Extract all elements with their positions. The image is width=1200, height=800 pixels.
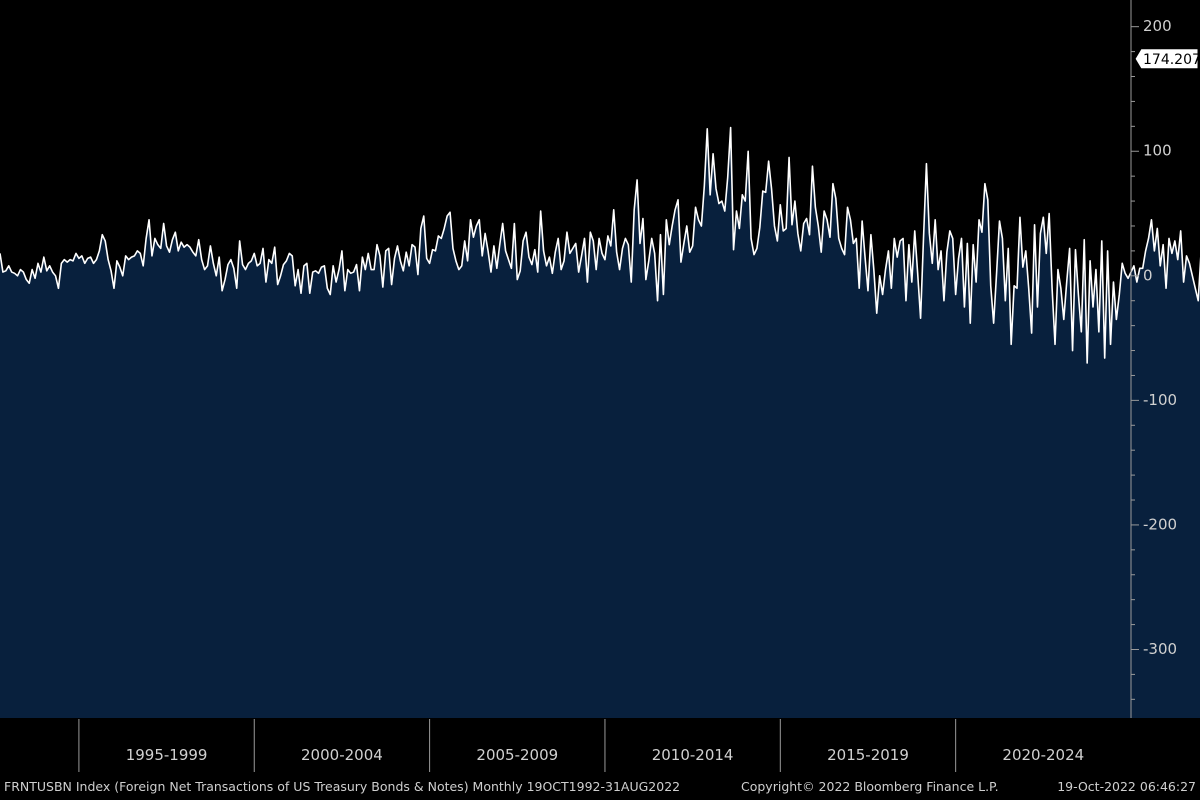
footer: FRNTUSBN Index (Foreign Net Transactions… bbox=[4, 779, 1196, 794]
x-axis-periods: 1995-1999 2000-2004 2005-2009 2010-2014 2015… bbox=[78, 719, 1084, 772]
series-line-layer bbox=[0, 126, 1200, 364]
y-tick-label: 100 bbox=[1143, 142, 1172, 160]
series-line bbox=[0, 126, 1200, 364]
x-tick-label: 1995-1999 bbox=[126, 746, 208, 764]
y-tick-label: 200 bbox=[1143, 17, 1172, 35]
x-tick-label: 2020-2024 bbox=[1002, 746, 1084, 764]
footer-copyright: Copyright© 2022 Bloomberg Finance L.P. bbox=[741, 779, 999, 794]
last-value-badge: 174.207 bbox=[1134, 48, 1200, 70]
y-tick-label: -200 bbox=[1143, 515, 1177, 533]
y-axis: 200 100 0 -100 -200 -300 bbox=[1130, 0, 1177, 718]
x-tick-label: 2010-2014 bbox=[652, 746, 734, 764]
y-tick-label: 0 bbox=[1143, 266, 1153, 284]
x-tick-label: 2015-2019 bbox=[827, 746, 909, 764]
series-area-fill bbox=[0, 127, 1200, 718]
x-tick-label: 2005-2009 bbox=[476, 746, 558, 764]
x-tick-label: 2000-2004 bbox=[301, 746, 383, 764]
footer-timestamp: 19-Oct-2022 06:46:27 bbox=[1057, 779, 1196, 794]
y-tick-label: -100 bbox=[1143, 391, 1177, 409]
last-value-label: 174.207 bbox=[1143, 52, 1200, 68]
last-value-badge-shape bbox=[1134, 48, 1199, 70]
y-tick-label: -300 bbox=[1143, 640, 1177, 658]
footer-index-description: FRNTUSBN Index (Foreign Net Transactions… bbox=[4, 779, 680, 794]
plot-area bbox=[0, 127, 1200, 718]
